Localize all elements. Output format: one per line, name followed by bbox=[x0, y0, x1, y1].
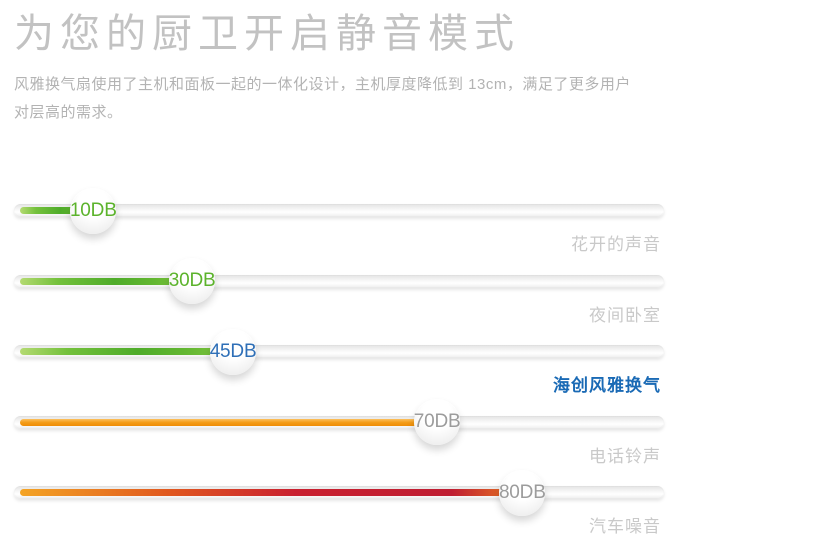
noise-bar-row: 45DB 海创风雅换气 bbox=[14, 328, 664, 400]
db-value-badge: 80DB bbox=[499, 469, 546, 516]
noise-track bbox=[14, 486, 664, 499]
subtitle-line-1: 风雅换气扇使用了主机和面板一起的一体化设计，主机厚度降低到 13cm，满足了更多… bbox=[14, 76, 631, 93]
noise-source-label: 夜间卧室 bbox=[589, 305, 661, 325]
noise-source-label: 汽车噪音 bbox=[589, 517, 661, 536]
noise-track bbox=[14, 415, 664, 429]
noise-track bbox=[14, 204, 664, 217]
noise-track bbox=[14, 345, 664, 358]
noise-fill bbox=[20, 207, 94, 214]
noise-source-label: 海创风雅换气 bbox=[553, 376, 661, 395]
noise-bar-row: 30DB 夜间卧室 bbox=[14, 258, 664, 330]
noise-source-label: 花开的声音 bbox=[571, 235, 661, 254]
subtitle-line-2: 对层高的需求。 bbox=[14, 104, 123, 121]
noise-source-label: 电话铃声 bbox=[589, 446, 661, 466]
page-subtitle: 风雅换气扇使用了主机和面板一起的一体化设计，主机厚度降低到 13cm，满足了更多… bbox=[14, 71, 631, 127]
noise-bar-row: 70DB 电话铃声 bbox=[14, 399, 664, 471]
db-value-badge: 45DB bbox=[210, 328, 257, 375]
noise-track bbox=[14, 274, 664, 288]
db-value-badge: 30DB bbox=[169, 258, 216, 304]
db-value-badge: 10DB bbox=[70, 187, 117, 234]
noise-bar-row: 10DB 花开的声音 bbox=[14, 187, 664, 259]
page-title: 为您的厨卫开启静音模式 bbox=[14, 12, 520, 56]
noise-fill bbox=[20, 348, 234, 355]
db-value-badge: 70DB bbox=[414, 399, 461, 445]
noise-bar-row: 80DB 汽车噪音 bbox=[14, 469, 664, 541]
noise-comparison-chart: 10DB 花开的声音 30DB 夜间卧室 45DB 海创风雅换气 70DB 电话… bbox=[14, 187, 664, 541]
noise-fill bbox=[20, 418, 438, 426]
noise-fill bbox=[20, 489, 523, 496]
noise-fill bbox=[20, 277, 193, 285]
